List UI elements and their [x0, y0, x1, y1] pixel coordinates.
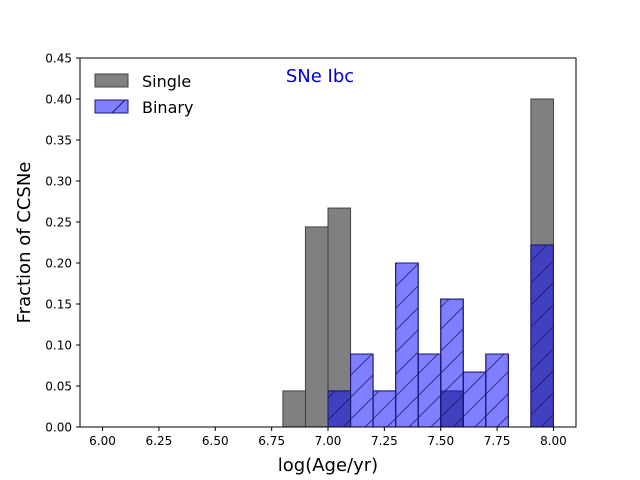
- y-tick-label: 0.40: [45, 93, 72, 107]
- binary-bar-8-hatch: [530, 244, 554, 428]
- x-tick-label: 6.25: [146, 434, 173, 448]
- binary-bar-7-hatch: [485, 353, 509, 428]
- y-tick-label: 0.35: [45, 134, 72, 148]
- legend: Single Binary: [94, 72, 193, 117]
- y-tick-label: 0.10: [45, 339, 72, 353]
- legend-item-binary: Binary: [94, 98, 193, 117]
- x-tick-label: 6.50: [202, 434, 229, 448]
- chart-title: SNe Ibc: [286, 66, 354, 87]
- binary-bar-5: [440, 298, 464, 428]
- binary-bar-5-hatch: [440, 298, 464, 428]
- binary-bar-3: [395, 262, 419, 428]
- binary-bar-7: [485, 353, 509, 428]
- legend-swatch: [94, 73, 129, 88]
- y-tick-label: 0.00: [45, 421, 72, 435]
- bars-layer: [282, 98, 554, 428]
- single-bar-1: [304, 226, 329, 428]
- binary-bar-2: [372, 390, 397, 428]
- x-tick-label: 8.00: [540, 434, 567, 448]
- x-tick-label: 7.75: [484, 434, 511, 448]
- x-axis-label: log(Age/yr): [278, 455, 378, 476]
- x-tick-label: 7.00: [315, 434, 342, 448]
- y-tick-label: 0.30: [45, 175, 72, 189]
- y-tick-label: 0.05: [45, 380, 72, 394]
- single-bar-0: [282, 390, 306, 428]
- binary-bar-1: [350, 353, 374, 428]
- binary-bar-0-hatch: [327, 390, 352, 428]
- legend-hatch-line: [111, 99, 126, 114]
- legend-swatch: [94, 99, 129, 114]
- y-axis-label: Fraction of CCSNe: [14, 162, 35, 324]
- y-tick-label: 0.25: [45, 216, 72, 230]
- binary-bar-6: [462, 371, 487, 428]
- binary-bar-8: [530, 244, 554, 428]
- x-tick-label: 7.50: [427, 434, 454, 448]
- binary-bar-0: [327, 390, 352, 428]
- y-tick-label: 0.45: [45, 52, 72, 66]
- legend-label: Single: [142, 72, 191, 91]
- binary-bar-6-hatch: [462, 371, 487, 428]
- binary-bar-4-hatch: [417, 353, 442, 428]
- y-tick-label: 0.20: [45, 257, 72, 271]
- x-tick-label: 6.00: [89, 434, 116, 448]
- binary-bar-3-hatch: [395, 262, 419, 428]
- y-tick-label: 0.15: [45, 298, 72, 312]
- binary-bar-1-hatch: [350, 353, 374, 428]
- legend-item-single: Single: [94, 72, 191, 91]
- binary-bar-2-hatch: [372, 390, 397, 428]
- axis-ticks: 6.00 6.25 6.50 6.75 7.00 7.25 7.50 7.75 8.00 0.00…: [45, 52, 567, 449]
- binary-bar-4: [417, 353, 442, 428]
- x-tick-label: 6.75: [258, 434, 285, 448]
- legend-label: Binary: [142, 98, 193, 117]
- x-tick-label: 7.25: [371, 434, 398, 448]
